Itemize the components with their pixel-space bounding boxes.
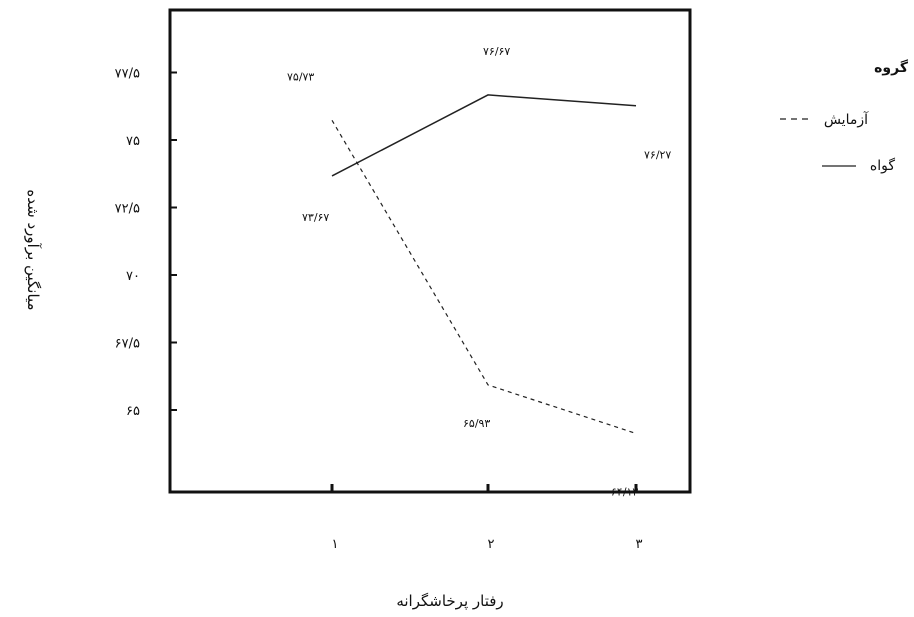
legend-label-experiment: آزمایش xyxy=(824,111,869,128)
legend: گروه آزمایش گواه xyxy=(775,59,909,174)
x-tick-label: ۲ xyxy=(488,537,495,552)
x-tick-label: ۱ xyxy=(332,537,339,552)
y-tick-label: ۶۷/۵ xyxy=(115,337,140,352)
series-layer xyxy=(331,94,637,435)
data-label-control: ۷۶/۶۷ xyxy=(483,45,510,58)
y-tick-label: ۶۵ xyxy=(126,404,140,419)
data-label-experiment: ۶۴/۱۳ xyxy=(611,485,638,498)
x-tick-label: ۳ xyxy=(636,537,643,552)
data-label-layer: ۷۵/۷۳ ۶۵/۹۳ ۶۴/۱۳ ۷۳/۶۷ ۷۶/۶۷ ۷۶/۲۷ xyxy=(287,45,671,499)
x-axis: ۱ ۲ ۳ xyxy=(330,484,643,552)
y-tick-label: ۷۲/۵ xyxy=(115,202,140,217)
legend-title: گروه xyxy=(874,59,909,76)
data-label-control: ۷۶/۲۷ xyxy=(644,149,671,162)
y-tick-label: ۷۷/۵ xyxy=(115,67,140,82)
data-label-experiment: ۷۵/۷۳ xyxy=(287,70,314,83)
data-label-experiment: ۶۵/۹۳ xyxy=(463,417,490,430)
y-axis: ۶۵ ۶۷/۵ ۷۰ ۷۲/۵ ۷۵ ۷۷/۵ xyxy=(115,67,177,419)
y-tick-label: ۷۵ xyxy=(126,134,140,149)
series-line-control xyxy=(331,94,637,177)
data-label-control: ۷۳/۶۷ xyxy=(302,211,329,224)
x-axis-title: رفتار پرخاشگرانه xyxy=(396,592,503,611)
y-tick-label: ۷۰ xyxy=(126,269,140,284)
legend-label-control: گواه xyxy=(870,157,895,174)
y-axis-title: میانگین برآورد شده xyxy=(24,189,42,310)
series-line-experiment xyxy=(331,119,637,435)
plot-frame xyxy=(168,8,692,494)
